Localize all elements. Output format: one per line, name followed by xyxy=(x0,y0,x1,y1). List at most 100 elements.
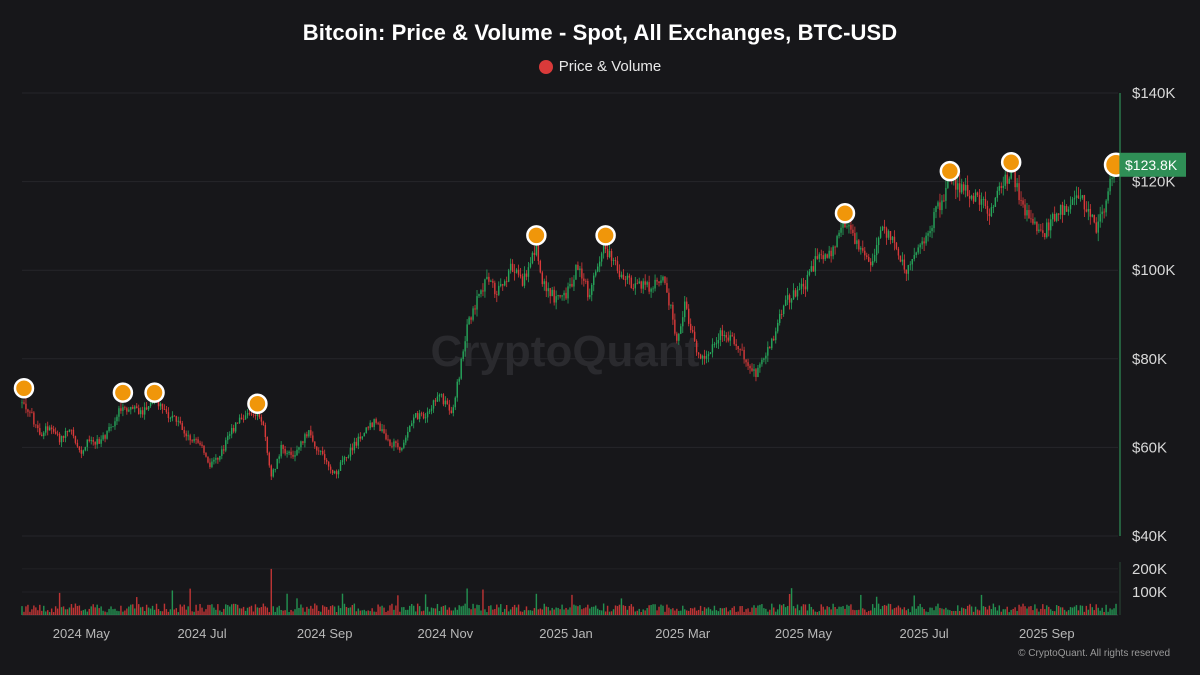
candle-body xyxy=(792,290,795,300)
volume-bar xyxy=(713,605,716,615)
candle-body xyxy=(672,304,674,320)
candle-body xyxy=(579,268,581,270)
candle-body xyxy=(254,415,257,416)
candle-body xyxy=(822,255,824,260)
volume-bar xyxy=(960,607,963,615)
volume-bar xyxy=(1034,604,1036,615)
volume-bar xyxy=(395,605,397,615)
candle-body xyxy=(78,446,81,450)
volume-bar xyxy=(759,604,761,615)
candle-body xyxy=(54,431,57,434)
volume-bar xyxy=(608,611,611,615)
candle-body xyxy=(56,433,59,435)
volume-bar xyxy=(1065,611,1068,615)
volume-bar xyxy=(674,610,676,615)
volume-bar xyxy=(221,611,223,615)
peak-marker xyxy=(144,382,165,403)
volume-bar xyxy=(749,611,751,615)
candle-body xyxy=(104,435,106,439)
current-price-tag: $123.8K xyxy=(1120,152,1186,177)
candle-body xyxy=(705,356,708,359)
volume-bar xyxy=(780,605,783,615)
volume-bar xyxy=(907,608,910,615)
candle-body xyxy=(1091,214,1093,217)
candle-body xyxy=(563,292,565,296)
volume-bar xyxy=(771,603,773,615)
candle-body xyxy=(962,184,965,191)
candle-body xyxy=(545,281,547,292)
volume-bar xyxy=(654,604,656,615)
volume-bar xyxy=(628,605,631,615)
candle-body xyxy=(426,411,429,418)
candle-body xyxy=(537,238,540,261)
candle-body xyxy=(656,279,658,282)
volume-bar xyxy=(171,590,174,615)
volume-bar xyxy=(873,607,876,615)
candle-body xyxy=(306,434,308,437)
volume-bar xyxy=(773,607,775,615)
volume-axis: 200K 100K xyxy=(1119,561,1167,615)
volume-bar xyxy=(782,603,785,615)
volume-bar xyxy=(504,608,506,615)
candle-body xyxy=(486,276,488,280)
volume-bar xyxy=(248,606,251,615)
volume-bar xyxy=(234,603,237,615)
candle-body xyxy=(994,197,997,207)
volume-bar xyxy=(844,608,846,615)
volume-bar xyxy=(624,606,627,615)
volume-bar xyxy=(909,612,911,615)
peak-marker xyxy=(1000,152,1022,173)
volume-bar xyxy=(622,605,625,615)
candle-body xyxy=(959,183,961,193)
candle-body xyxy=(252,414,255,416)
candle-body xyxy=(438,394,441,397)
candle-body xyxy=(834,246,836,248)
volume-bar xyxy=(339,608,342,615)
candle-body xyxy=(854,233,856,244)
chart-legend[interactable]: Price & Volume xyxy=(0,58,1200,75)
volume-bar xyxy=(23,611,25,615)
candle-body xyxy=(893,236,896,243)
candle-body xyxy=(648,282,650,292)
candle-body xyxy=(41,434,43,437)
volume-bar xyxy=(559,609,561,615)
candle-body xyxy=(219,455,221,460)
candle-body xyxy=(1061,204,1064,215)
candle-body xyxy=(371,422,373,427)
volume-bar xyxy=(209,604,211,615)
candle-body xyxy=(448,404,451,411)
volume-bar xyxy=(575,605,577,615)
candle-body xyxy=(634,283,636,289)
volume-bar xyxy=(893,608,896,615)
volume-bar xyxy=(151,605,154,615)
volume-bar xyxy=(494,609,496,615)
candle-body xyxy=(640,281,642,289)
volume-bar xyxy=(104,611,106,615)
candle-body xyxy=(836,236,838,248)
candle-body xyxy=(701,355,704,359)
candle-body xyxy=(941,200,943,211)
candle-body xyxy=(312,435,314,442)
volume-bar xyxy=(422,610,425,615)
candle-body xyxy=(401,447,403,451)
volume-bar xyxy=(986,609,989,615)
volume-bar xyxy=(74,603,77,615)
candle-body xyxy=(432,400,435,409)
volume-bar xyxy=(604,611,607,615)
volume-bar xyxy=(753,605,755,615)
volume-bar xyxy=(767,611,769,615)
candle-body xyxy=(124,407,126,409)
candle-body xyxy=(341,460,344,463)
candle-body xyxy=(561,295,563,297)
volume-bar xyxy=(788,593,791,615)
volume-bar xyxy=(258,607,261,615)
volume-bar xyxy=(640,612,642,615)
candle-body xyxy=(240,417,243,419)
volume-bar xyxy=(420,611,423,615)
volume-bar xyxy=(992,603,995,615)
volume-bar xyxy=(369,611,371,615)
volume-bar xyxy=(996,610,999,615)
volume-bar xyxy=(428,611,431,615)
price-tag-label: $123.8K xyxy=(1125,157,1178,173)
volume-bar xyxy=(636,610,638,615)
